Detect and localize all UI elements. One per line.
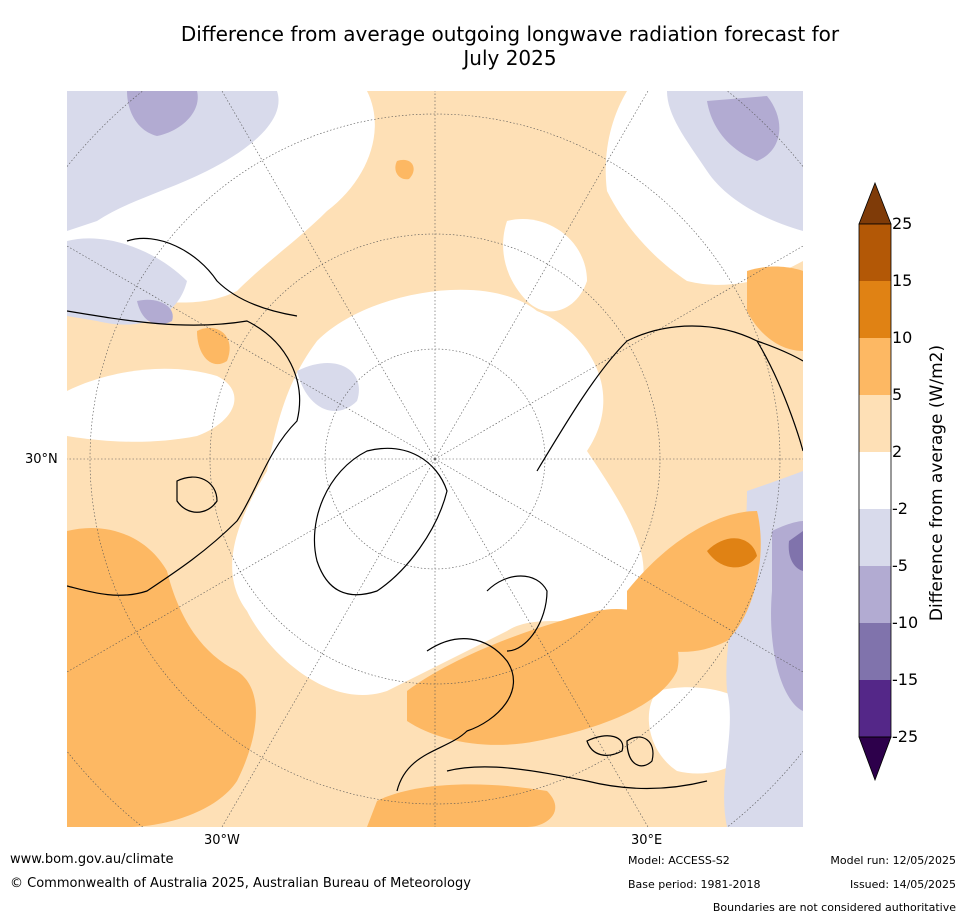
colorbar-tick: 2 xyxy=(892,442,903,461)
colorbar-tick: -15 xyxy=(892,670,919,689)
map-title: Difference from average outgoing longwav… xyxy=(130,22,890,70)
colorbar-segment-m15-m10 xyxy=(859,623,891,680)
scandinavia-coast xyxy=(486,575,548,652)
neutral-siberia xyxy=(503,219,587,312)
europe-coast xyxy=(396,638,514,792)
issued-date: Issued: 14/05/2025 xyxy=(849,878,956,891)
colorbar-segment-m5-m2 xyxy=(859,509,891,566)
colorbar-under-arrow xyxy=(858,736,892,782)
title-line-1: Difference from average outgoing longwav… xyxy=(180,22,840,46)
negative-band-pacific xyxy=(67,91,279,231)
caspian-coast xyxy=(626,736,654,767)
negative-band-east-inner xyxy=(707,96,780,161)
colorbar-segment-neutral xyxy=(859,452,891,509)
colorbar-tick: 10 xyxy=(892,328,913,347)
anomaly-band-5-10-atlantic xyxy=(67,527,256,827)
colorbar xyxy=(858,181,892,782)
model-name: Model: ACCESS-S2 xyxy=(628,854,730,867)
copyright-text: © Commonwealth of Australia 2025, Austra… xyxy=(10,876,471,891)
mediterranean-coast xyxy=(446,766,708,790)
neutral-pacific-strip xyxy=(67,368,235,442)
negative-band-pacific-inner xyxy=(127,91,198,136)
latitude-label-30n: 30°N xyxy=(25,452,58,467)
negative-band-aleutian-inner xyxy=(137,299,173,325)
anomaly-band-5-10-greenland xyxy=(197,327,230,365)
colorbar-tick: -10 xyxy=(892,613,919,632)
alaska-coast xyxy=(126,237,298,317)
colorbar-segment-m25-m15 xyxy=(859,680,891,737)
colorbar-tick: 15 xyxy=(892,271,913,290)
anomaly-band-5-10-europe xyxy=(407,609,679,745)
asia-north-coast xyxy=(536,325,803,472)
negative-band-china-inner xyxy=(771,521,803,711)
anomaly-band-5-10-sahara xyxy=(367,784,556,827)
negative-band-alaska xyxy=(297,362,359,411)
title-line-2: July 2025 xyxy=(463,46,557,70)
colorbar-tick: -2 xyxy=(892,499,908,518)
colorbar-tick: 25 xyxy=(892,214,913,233)
boundaries-disclaimer: Boundaries are not considered authoritat… xyxy=(712,901,956,914)
colorbar-tick: -25 xyxy=(892,727,919,746)
longitude-label-30w: 30°W xyxy=(204,833,240,848)
longitude-label-30e: 30°E xyxy=(631,833,663,848)
east-asia-coast xyxy=(756,340,803,452)
colorbar-segment-15-25 xyxy=(859,224,891,281)
base-period: Base period: 1981-2018 xyxy=(628,878,761,891)
website-link[interactable]: www.bom.gov.au/climate xyxy=(10,852,174,867)
north-america-coast xyxy=(67,310,301,596)
colorbar-segment-10-15 xyxy=(859,281,891,338)
graticule xyxy=(67,91,803,827)
colorbar-tick: 5 xyxy=(892,385,903,404)
polar-stereographic-map xyxy=(67,91,803,827)
anomaly-band-10-15-siberia xyxy=(395,159,414,180)
model-run-date: Model run: 12/05/2025 xyxy=(830,854,956,867)
colorbar-tick: -5 xyxy=(892,556,908,575)
anomaly-band-10-15-mongolia xyxy=(707,538,757,568)
colorbar-over-arrow xyxy=(858,181,892,225)
greenland-coast xyxy=(313,447,448,596)
colorbar-segment-m10-m5 xyxy=(859,566,891,623)
anomaly-band-5-10-east xyxy=(747,266,803,351)
colorbar-label: Difference from average (W/m2) xyxy=(927,344,947,622)
colorbar-segment-2-5 xyxy=(859,395,891,452)
coastlines xyxy=(67,237,803,792)
negative-band-china-core xyxy=(788,531,803,571)
hudson-bay-coast xyxy=(176,476,218,513)
colorbar-segment-5-10 xyxy=(859,338,891,395)
black-sea-coast xyxy=(586,735,624,756)
